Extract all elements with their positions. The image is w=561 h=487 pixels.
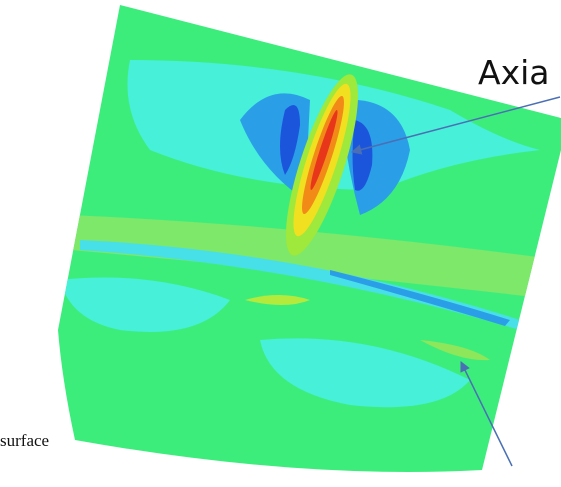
axial-label: Axia [478, 53, 550, 92]
surface-label: surface [0, 431, 49, 450]
contour-plot [0, 0, 561, 487]
figure: Axia surface [0, 0, 561, 487]
page: Axia surface (() => { const data = JSON.… [0, 0, 561, 487]
